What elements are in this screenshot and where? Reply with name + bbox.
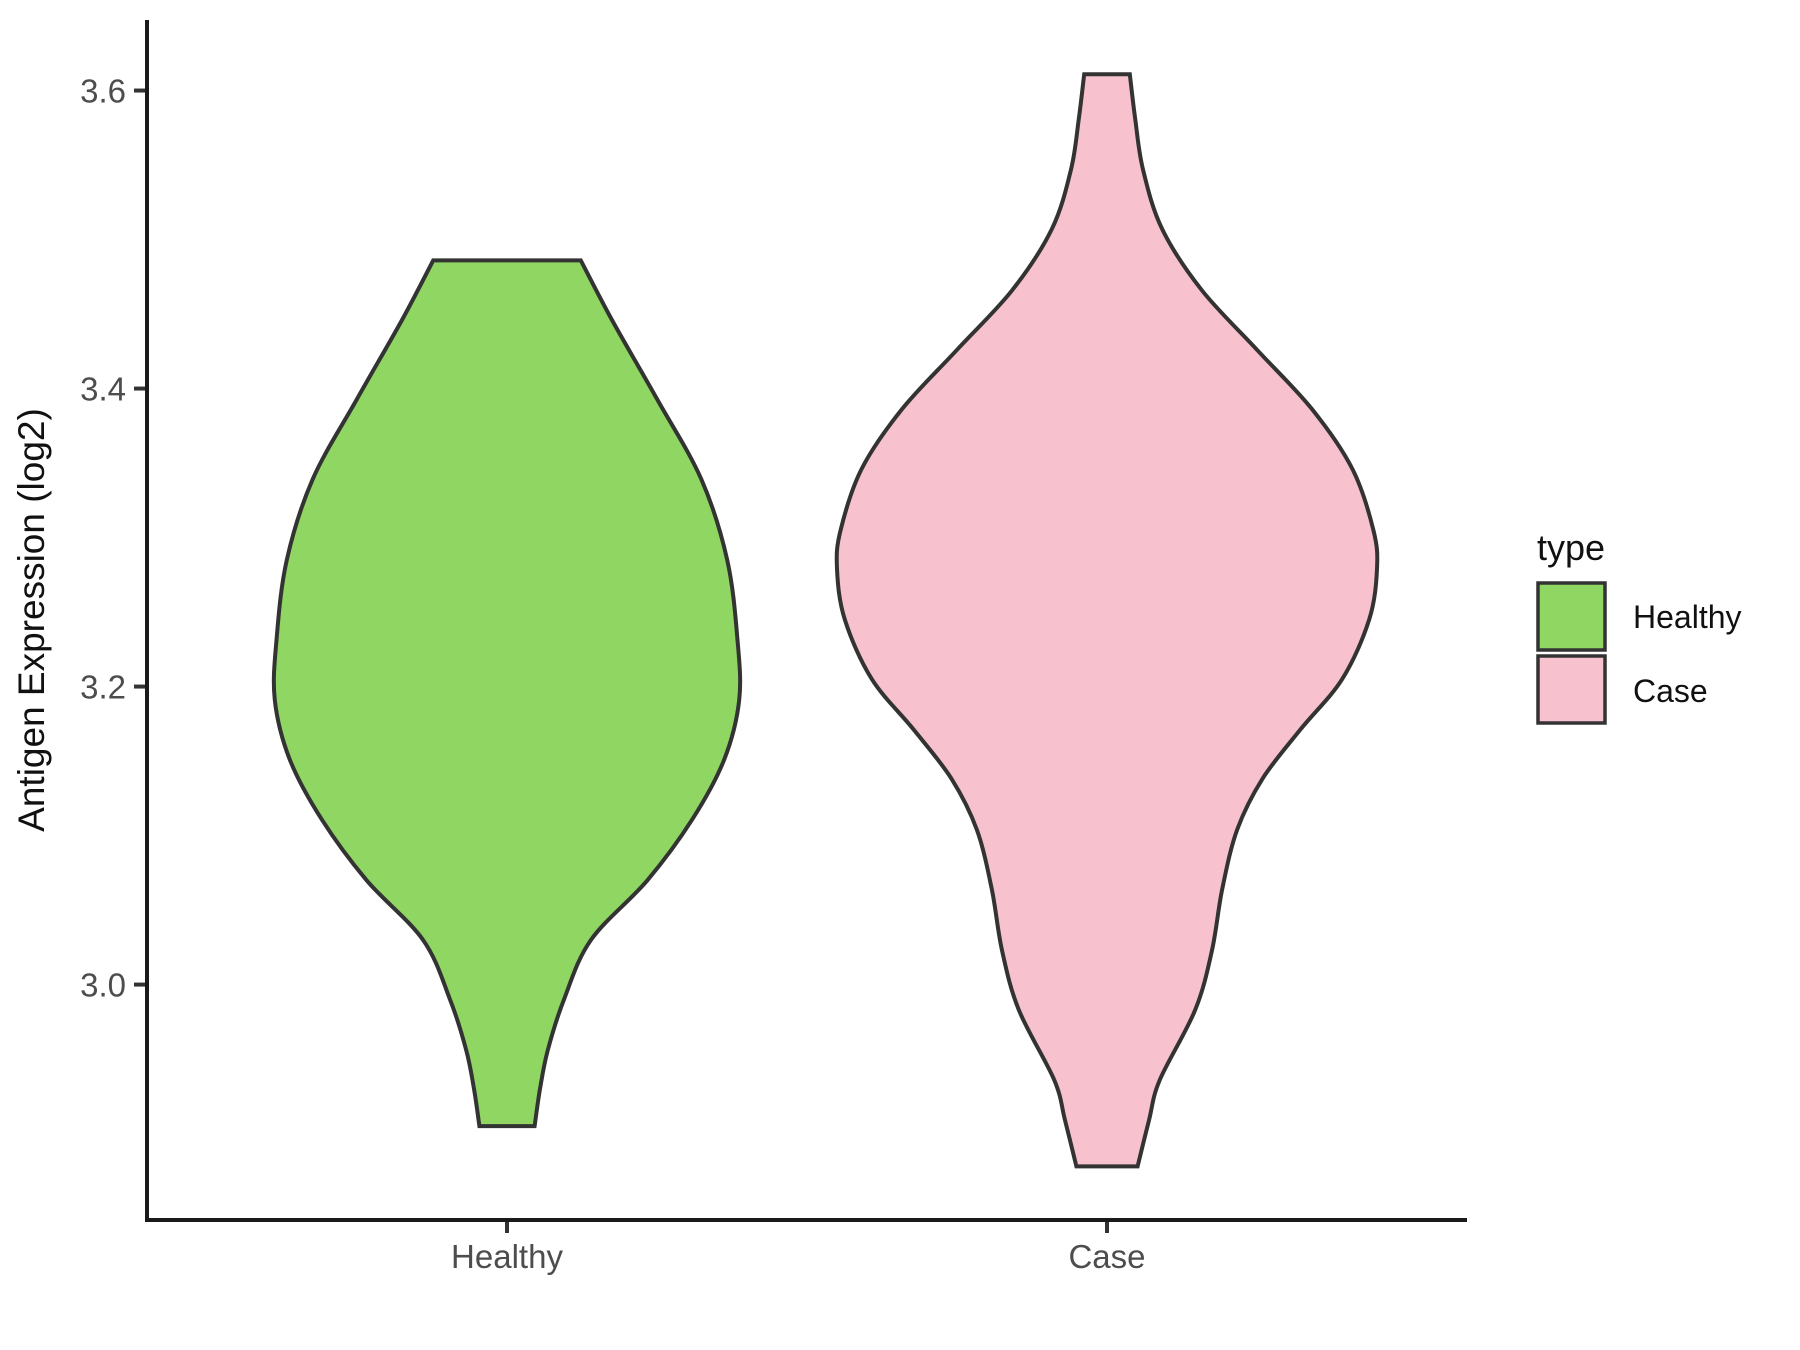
- y-tick-label: 3.0: [80, 967, 126, 1004]
- legend: type Healthy Case: [1536, 527, 1742, 725]
- plot-panel: 3.0 3.2 3.4 3.6 Healthy Case: [80, 72, 1380, 1275]
- x-tick-label: Case: [1068, 1238, 1145, 1275]
- violin-healthy: [271, 258, 743, 1129]
- y-tick-label: 3.4: [80, 371, 126, 408]
- legend-swatch-case: [1536, 654, 1607, 725]
- y-tick-label: 3.2: [80, 669, 126, 706]
- violin-case: [834, 72, 1380, 1169]
- legend-label-case: Case: [1633, 673, 1708, 709]
- legend-swatch-healthy: [1536, 581, 1607, 652]
- legend-title: type: [1537, 527, 1605, 568]
- y-axis-title: Antigen Expression (log2): [11, 408, 52, 832]
- y-tick-label: 3.6: [80, 73, 126, 110]
- x-tick-label: Healthy: [451, 1238, 563, 1275]
- legend-label-healthy: Healthy: [1633, 599, 1742, 635]
